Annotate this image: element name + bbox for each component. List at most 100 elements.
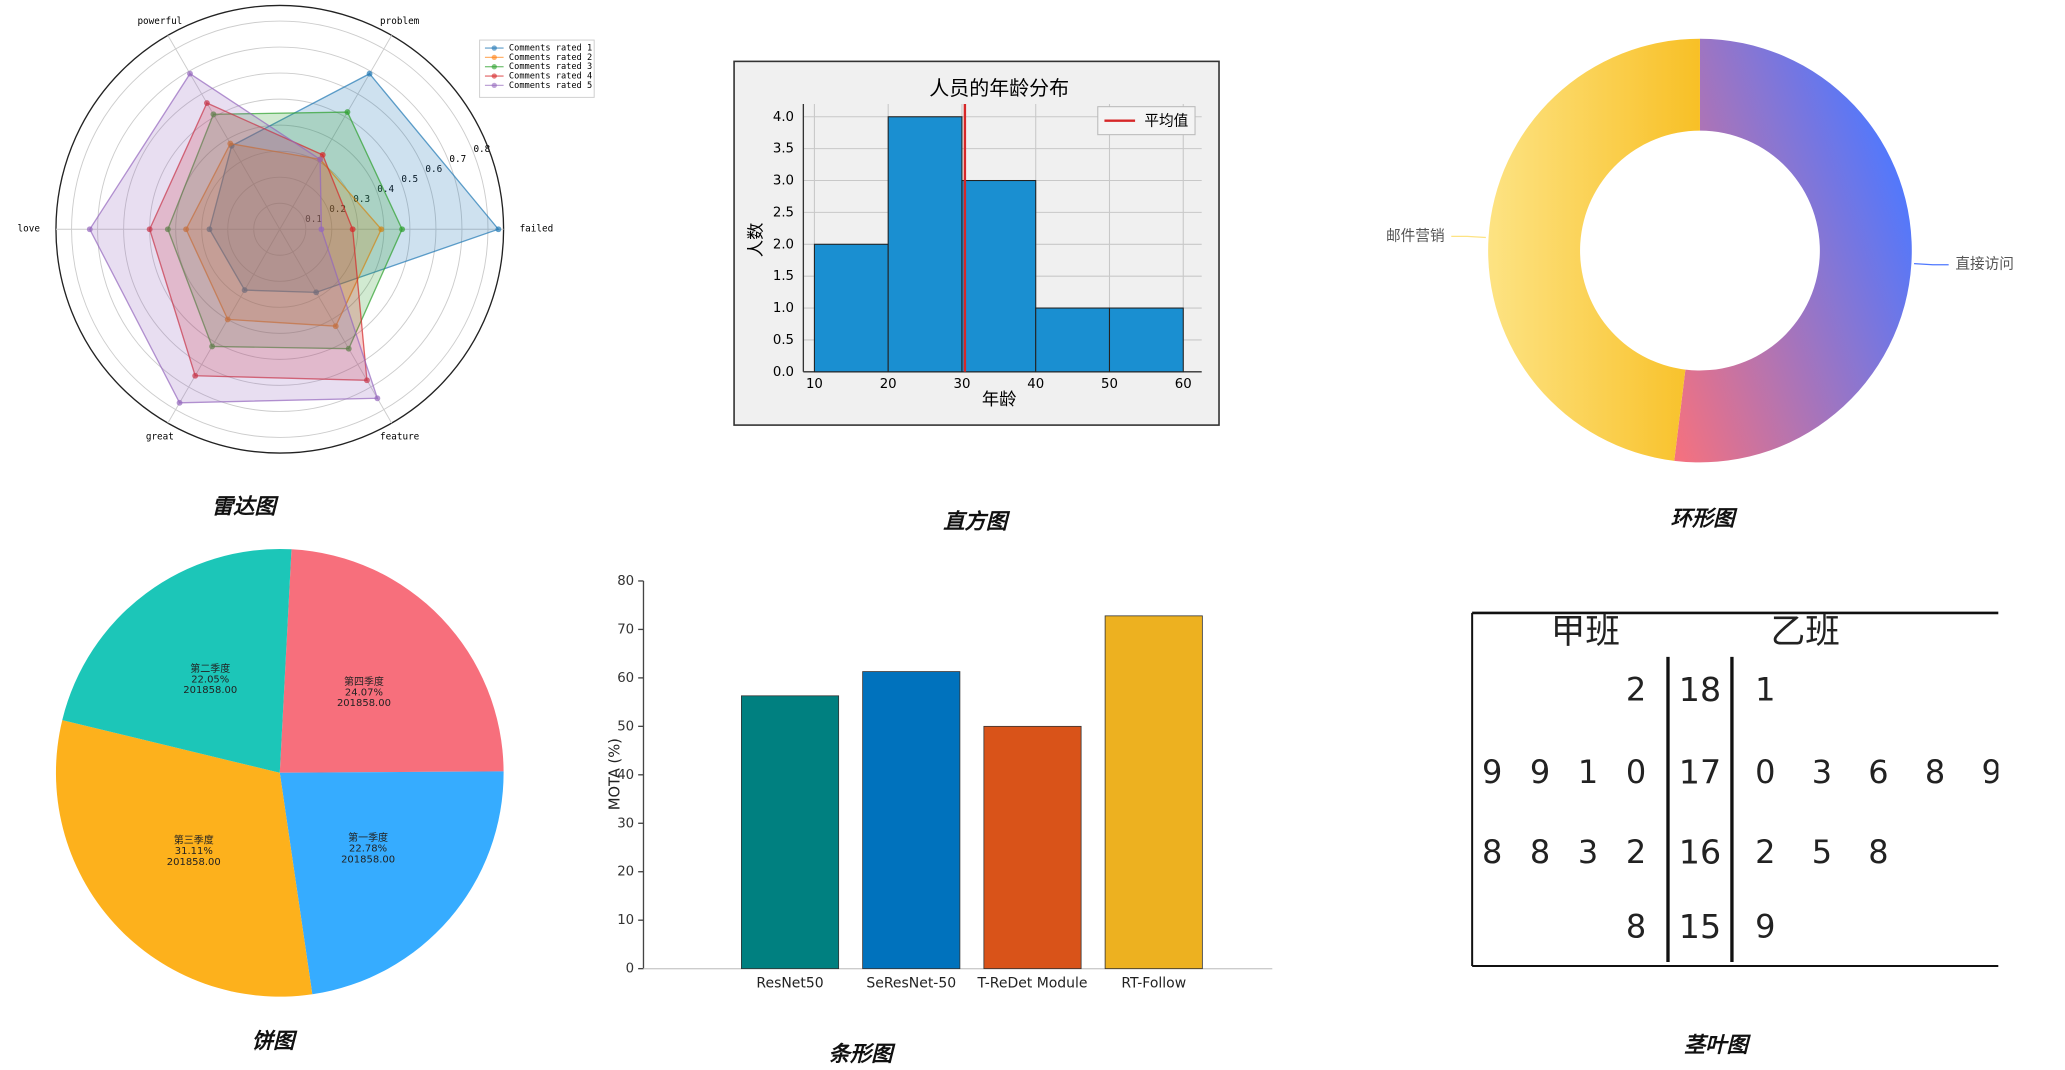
y-tick-label: 2.5 [773, 205, 794, 220]
leader-line [1451, 235, 1486, 239]
stem: 15 [1679, 907, 1721, 946]
chart-caption: 饼图 [252, 1029, 298, 1054]
hist-bar [813, 243, 889, 373]
leaf: 8 [1530, 833, 1550, 871]
slice-percent: 24.07% [345, 687, 383, 698]
y-tick-label: 0.0 [773, 365, 794, 380]
radar-chart: 0.1 0.2 0.3 0.4 0.5 0.6 0.7 0.8 failed problem pow… [18, 4, 595, 454]
r-tick-label: 0.8 [473, 144, 490, 155]
x-tick-label: 40 [1027, 377, 1044, 392]
x-tick-label: SeResNet-50 [866, 975, 956, 991]
leaf: 9 [1755, 908, 1775, 946]
leaf: 0 [1626, 753, 1646, 791]
leaf: 5 [1812, 833, 1832, 871]
spoke [167, 35, 281, 230]
donut-segment [1488, 38, 1700, 461]
radar-point [319, 151, 326, 158]
y-tick-label: 50 [617, 719, 634, 734]
hist-bar [961, 179, 1037, 373]
leaf: 0 [1755, 753, 1775, 791]
radar-point [203, 100, 210, 106]
hist-bar [1035, 307, 1111, 373]
axis-label: powerful [137, 16, 182, 27]
leaf: 2 [1626, 671, 1646, 709]
bar [741, 695, 840, 970]
r-tick-label: 0.5 [401, 174, 418, 185]
radar-point [495, 226, 502, 233]
radar-point [206, 226, 213, 233]
radar-point [378, 226, 385, 233]
leaf: 3 [1812, 753, 1832, 791]
y-tick-label: 1.5 [773, 269, 794, 284]
leaf: 2 [1626, 833, 1646, 871]
radar-point [366, 70, 373, 77]
leaf: 1 [1755, 671, 1775, 709]
r-tick-label: 0.1 [305, 214, 322, 225]
radar-point [374, 395, 381, 402]
radar-point [349, 226, 356, 233]
y-tick-label: 1.0 [773, 301, 794, 316]
slice-label: 直接访问 [1955, 256, 2014, 273]
radar-point [399, 226, 406, 233]
r-tick-label: 0.2 [329, 204, 346, 215]
chart-caption: 雷达图 [212, 495, 280, 520]
y-tick-label: 3.5 [773, 142, 794, 157]
x-tick-label: ResNet50 [756, 975, 823, 991]
axis-label: love [18, 224, 41, 235]
y-tick-label: 4.0 [773, 110, 794, 125]
y-tick-label: 70 [617, 622, 634, 637]
legend-box [479, 39, 595, 98]
legend-label: Comments rated 2 [509, 53, 592, 63]
slice-amount: 201858.00 [337, 698, 391, 709]
leaf: 3 [1578, 833, 1598, 871]
leaf: 6 [1868, 753, 1888, 791]
column-header: 甲班 [1551, 612, 1620, 652]
slice-name: 第四季度 [344, 675, 384, 688]
leaf: 8 [1482, 833, 1502, 871]
bar [1104, 615, 1203, 970]
leaf: 8 [1626, 908, 1646, 946]
legend-marker [491, 45, 497, 51]
radar-point [332, 323, 339, 330]
hist-bar [887, 116, 963, 373]
stem: 17 [1679, 753, 1721, 792]
radar-point [164, 226, 171, 233]
spoke [279, 35, 393, 230]
chart-caption: 条形图 [829, 1042, 897, 1067]
legend-label: 平均值 [1144, 112, 1188, 129]
slice-label: 邮件营销 [1386, 227, 1445, 244]
y-tick-label: 30 [617, 816, 634, 831]
slice-percent: 31.11% [175, 846, 213, 857]
stem: 16 [1679, 833, 1721, 872]
pie-slice [279, 771, 504, 995]
legend-label: Comments rated 5 [509, 81, 592, 91]
axis-label: great [146, 431, 174, 442]
slice-name: 第一季度 [348, 831, 388, 844]
radar-point [183, 226, 190, 233]
slice-amount: 201858.00 [183, 685, 237, 696]
leaf: 9 [1530, 753, 1550, 791]
pie-slice [279, 549, 504, 773]
bar-chart: 0 10 20 30 40 50 60 70 80 ResNet50 SeResNet-50 T-Re… [607, 574, 1273, 991]
chart-caption: 环形图 [1671, 507, 1739, 532]
axis-label: feature [380, 431, 420, 442]
chart-caption: 茎叶图 [1684, 1033, 1752, 1058]
y-tick-label: 0 [626, 962, 634, 977]
legend-marker [491, 64, 497, 70]
column-header: 乙班 [1771, 612, 1840, 652]
radar-point [187, 70, 193, 77]
radar-point [86, 226, 93, 233]
r-tick-label: 0.4 [377, 184, 394, 195]
r-tick-label: 0.3 [353, 194, 370, 205]
y-tick-label: 80 [617, 574, 634, 589]
leader-line [1914, 262, 1949, 266]
bar [862, 671, 961, 970]
x-tick-label: 20 [880, 377, 897, 392]
x-tick-label: T-ReDet Module [976, 975, 1087, 991]
axis-label: failed [520, 224, 554, 235]
legend-label: Comments rated 3 [509, 62, 592, 72]
y-tick-label: 10 [617, 913, 634, 928]
leaf: 8 [1925, 753, 1945, 791]
